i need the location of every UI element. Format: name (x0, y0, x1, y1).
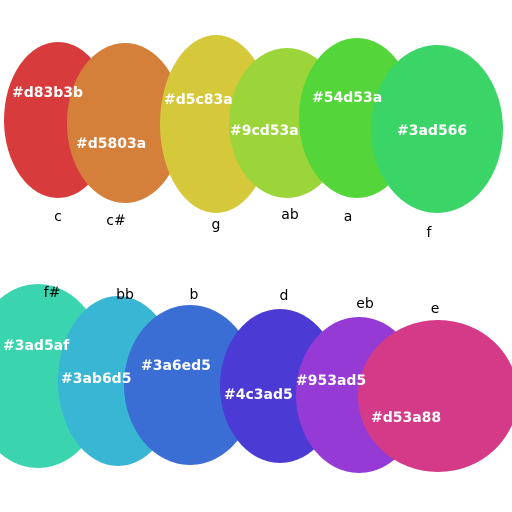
note-label: g (212, 217, 221, 233)
hex-label: #d53a88 (371, 410, 441, 426)
color-blob-3a6ed5 (124, 305, 256, 465)
hex-label: #3ad566 (397, 123, 467, 139)
note-label: ab (281, 207, 299, 223)
note-label: bb (116, 287, 134, 303)
note-label: a (344, 209, 353, 225)
note-label: f# (44, 285, 61, 301)
note-label: f (427, 225, 433, 241)
swatch-layer: #d83b3bc#d5803ac##d5c83ag#9cd53aab#54d53… (0, 35, 512, 473)
hex-label: #54d53a (312, 90, 382, 106)
hex-label: #d5803a (76, 136, 146, 152)
hex-label: #3ad5af (3, 338, 70, 354)
hex-label: #3a6ed5 (141, 358, 211, 374)
hex-label: #d83b3b (12, 85, 83, 101)
hex-label: #9cd53a (230, 123, 299, 139)
hex-label: #4c3ad5 (224, 387, 293, 403)
note-label: d (280, 288, 289, 304)
note-label: c# (106, 213, 125, 229)
note-label: c (54, 209, 62, 225)
color-blob-3ad566 (371, 45, 503, 213)
color-blob-d53a88 (358, 320, 512, 472)
hex-label: #953ad5 (296, 373, 366, 389)
note-label: eb (356, 296, 374, 312)
note-label: b (190, 287, 199, 303)
color-blob-d5803a (67, 43, 183, 203)
note-label: e (431, 301, 440, 317)
hex-label: #3ab6d5 (61, 371, 131, 387)
hex-label: #d5c83a (164, 92, 233, 108)
